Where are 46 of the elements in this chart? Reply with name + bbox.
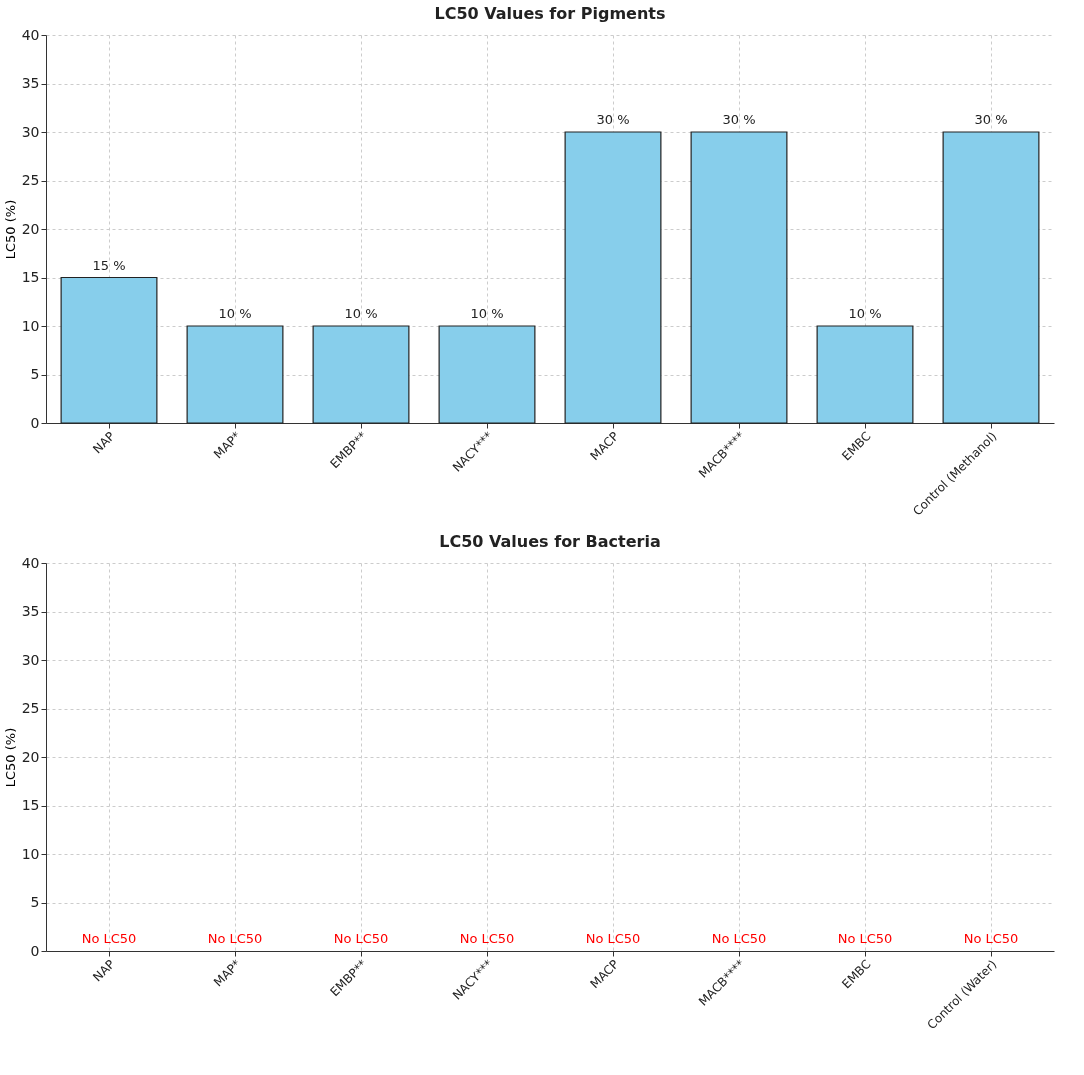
y-tick-label: 35: [21, 603, 40, 619]
y-tick-label: 25: [21, 172, 40, 188]
y-tick-label: 15: [21, 797, 40, 813]
bar: [942, 131, 1040, 424]
bar: [690, 131, 788, 424]
bar: [312, 325, 410, 424]
bar: [564, 131, 662, 424]
data-label: 30 %: [722, 112, 756, 127]
data-label: 10 %: [218, 306, 252, 321]
y-tick-label: 30: [21, 123, 40, 140]
y-tick-label: 25: [21, 700, 40, 716]
text: No LC50: [207, 931, 263, 946]
y-tick-label: 15: [21, 269, 40, 285]
bar: [816, 325, 914, 424]
data-label: 10 %: [470, 306, 504, 321]
text: No LC50: [711, 931, 767, 946]
bar: [186, 325, 284, 424]
data-label: 30 %: [974, 112, 1008, 127]
bar: [438, 325, 536, 424]
data-label: 30 %: [596, 112, 630, 127]
y-axis-title: LC50 (%): [2, 727, 18, 788]
y-tick-label: 5: [30, 366, 40, 382]
y-tick-label: 40: [21, 26, 40, 43]
bar: [60, 276, 158, 424]
chart-title: LC50 Values for Bacteria: [439, 532, 661, 551]
text: No LC50: [963, 931, 1019, 946]
chart-title: LC50 Values for Pigments: [434, 4, 666, 23]
y-tick-label: 10: [21, 845, 40, 862]
data-label: 10 %: [344, 306, 378, 321]
y-axis-title: LC50 (%): [2, 199, 18, 260]
y-tick-label: 0: [30, 414, 40, 431]
data-label: 15 %: [92, 257, 126, 273]
text: No LC50: [837, 931, 893, 946]
text: No LC50: [333, 931, 389, 946]
y-tick-label: 40: [21, 554, 40, 571]
y-tick-label: 30: [21, 651, 40, 668]
text: No LC50: [459, 931, 515, 946]
y-tick-label: 20: [21, 220, 40, 237]
y-tick-label: 35: [21, 75, 40, 91]
text: No LC50: [81, 931, 137, 946]
y-tick-label: 10: [21, 317, 40, 334]
text: No LC50: [585, 931, 641, 946]
data-label: 10 %: [848, 306, 882, 321]
y-tick-label: 5: [30, 894, 40, 910]
y-tick-label: 0: [30, 942, 40, 959]
y-tick-label: 20: [21, 748, 40, 765]
